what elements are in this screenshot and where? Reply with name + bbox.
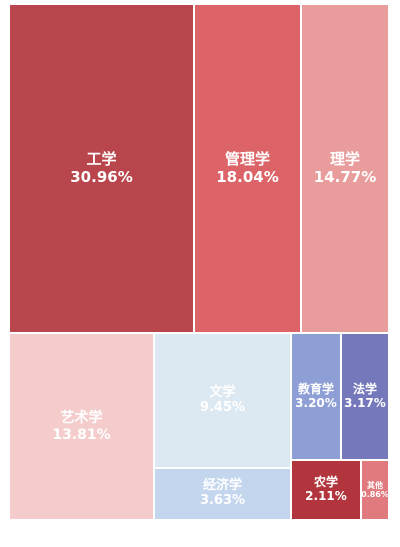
tile-jingjixue: 经济学 3.63%	[154, 468, 291, 520]
tile-value: 0.86%	[361, 490, 389, 499]
tile-label: 艺术学	[60, 410, 103, 427]
tile-faxue: 法学 3.17%	[341, 333, 389, 460]
tile-label: 文学	[209, 384, 236, 400]
tile-value: 18.04%	[216, 167, 279, 186]
tile-label: 工学	[86, 150, 117, 169]
tile-wenxue: 文学 9.45%	[154, 333, 291, 468]
tile-gongxue: 工学 30.96%	[9, 4, 194, 333]
tile-label: 教育学	[297, 381, 334, 396]
tile-value: 3.63%	[199, 493, 246, 508]
tile-guanlixue: 管理学 18.04%	[194, 4, 301, 333]
tile-value: 30.96%	[70, 167, 133, 186]
tile-qita: 其他 0.86%	[361, 460, 389, 520]
tile-label: 经济学	[202, 478, 242, 494]
tile-label: 法学	[352, 381, 377, 396]
tile-label: 理学	[329, 150, 360, 169]
tile-value: 3.20%	[295, 395, 337, 410]
tile-yishuxue: 艺术学 13.81%	[9, 333, 154, 520]
tile-value: 9.45%	[199, 399, 246, 415]
tile-value: 2.11%	[305, 489, 347, 503]
tile-value: 14.77%	[313, 167, 377, 186]
tile-label: 其他	[367, 480, 383, 490]
tile-label: 农学	[313, 475, 338, 490]
tile-jiaoyuxue: 教育学 3.20%	[291, 333, 341, 460]
tile-lixue: 理学 14.77%	[301, 4, 389, 333]
tile-value: 3.17%	[344, 395, 386, 410]
tile-value: 13.81%	[52, 426, 111, 443]
tile-nongxue: 农学 2.11%	[291, 460, 361, 520]
tile-label: 管理学	[224, 150, 270, 169]
